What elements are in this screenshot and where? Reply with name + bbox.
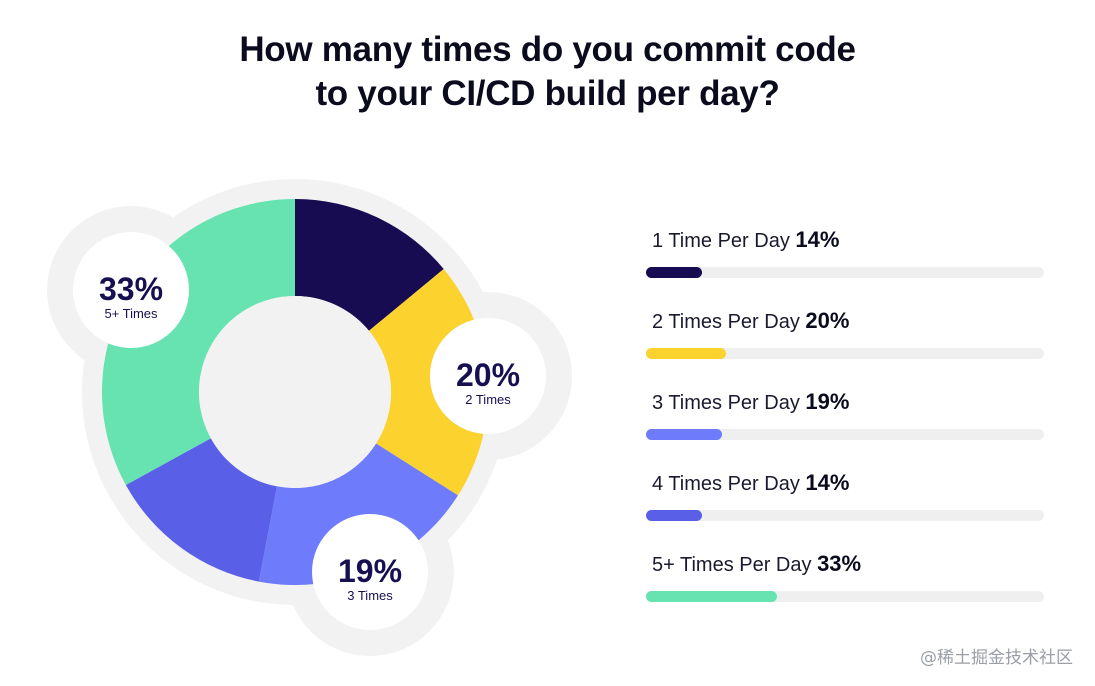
legend-label: 2 Times Per Day 20% (652, 308, 1044, 334)
callout-bubble (430, 318, 546, 434)
callout-bubble (312, 514, 428, 630)
progress-track (646, 510, 1044, 521)
progress-fill (646, 591, 777, 602)
legend-value: 20% (805, 308, 850, 333)
legend-item-2-times: 2 Times Per Day 20% (646, 308, 1044, 359)
progress-fill (646, 267, 702, 278)
slice-3-times (258, 443, 458, 586)
progress-track (646, 267, 1044, 278)
callout-bubble (73, 232, 189, 348)
donut-slices (102, 199, 488, 586)
legend-item-1-time: 1 Time Per Day 14% (646, 227, 1044, 278)
chart-title: How many times do you commit code to you… (0, 28, 1095, 116)
slice-1-time (295, 199, 444, 331)
legend-item-3-times: 3 Times Per Day 19% (646, 389, 1044, 440)
legend-label: 3 Times Per Day 19% (652, 389, 1044, 415)
callout-percent: 19% (338, 553, 402, 589)
watermark: @稀土掘金技术社区 (920, 648, 1073, 668)
legend-item-4-times: 4 Times Per Day 14% (646, 470, 1044, 521)
slice-2-times (368, 268, 488, 496)
progress-fill (646, 429, 722, 440)
legend-category: 3 Times Per Day (652, 392, 806, 414)
legend-item-5-plus: 5+ Times Per Day 33% (646, 551, 1044, 602)
callout-label: 2 Times (465, 392, 511, 407)
legend-category: 1 Time Per Day (652, 230, 796, 252)
callout-label: 3 Times (347, 588, 393, 603)
donut-hole (199, 296, 391, 488)
legend-label: 5+ Times Per Day 33% (652, 551, 1044, 577)
legend-label: 1 Time Per Day 14% (652, 227, 1044, 253)
legend-value: 14% (805, 470, 850, 495)
legend-value: 19% (805, 389, 850, 414)
title-line-2: to your CI/CD build per day? (315, 74, 780, 113)
slice-callouts: 33%5+ Times 20%2 Times 19%3 Times (73, 232, 546, 630)
callout-percent: 33% (99, 271, 163, 307)
progress-fill (646, 348, 726, 359)
callout-label: 5+ Times (104, 306, 158, 321)
progress-track (646, 348, 1044, 359)
progress-track (646, 429, 1044, 440)
legend-value: 14% (795, 227, 840, 252)
callout-percent: 20% (456, 357, 520, 393)
legend-value: 33% (817, 551, 862, 576)
progress-track (646, 591, 1044, 602)
progress-fill (646, 510, 702, 521)
legend-category: 2 Times Per Day (652, 311, 806, 333)
legend-category: 5+ Times Per Day (652, 554, 818, 576)
legend-label: 4 Times Per Day 14% (652, 470, 1044, 496)
title-line-1: How many times do you commit code (239, 30, 856, 69)
legend-category: 4 Times Per Day (652, 473, 806, 495)
slice-4-times (125, 438, 278, 582)
